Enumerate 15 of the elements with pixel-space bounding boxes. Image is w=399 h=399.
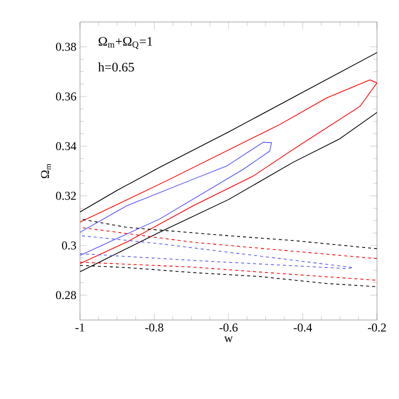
x-tick-label: -0.6 (219, 324, 238, 332)
y-tick-label: 0.32 (56, 192, 76, 200)
y-tick-label: 0.3 (62, 241, 76, 250)
y-tick-label: 0.28 (56, 291, 76, 300)
y-tick-label: 0.38 (56, 42, 76, 51)
x-tick-label: -0.4 (294, 324, 312, 332)
x-tick-label: -0.8 (145, 324, 164, 332)
annotation: h=0.65 (98, 62, 134, 72)
annotation: Ω$_{m}$+Ω$_{Q}$=1 (98, 37, 152, 50)
y-axis-title: Ω$_{m}$ (41, 164, 51, 178)
y-tick-label: 0.34 (56, 142, 76, 150)
x-tick-label: -0.2 (368, 324, 386, 332)
x-axis-title: w (224, 336, 233, 342)
y-tick-label: 0.36 (56, 92, 76, 101)
x-tick-label: -1 (75, 324, 84, 332)
